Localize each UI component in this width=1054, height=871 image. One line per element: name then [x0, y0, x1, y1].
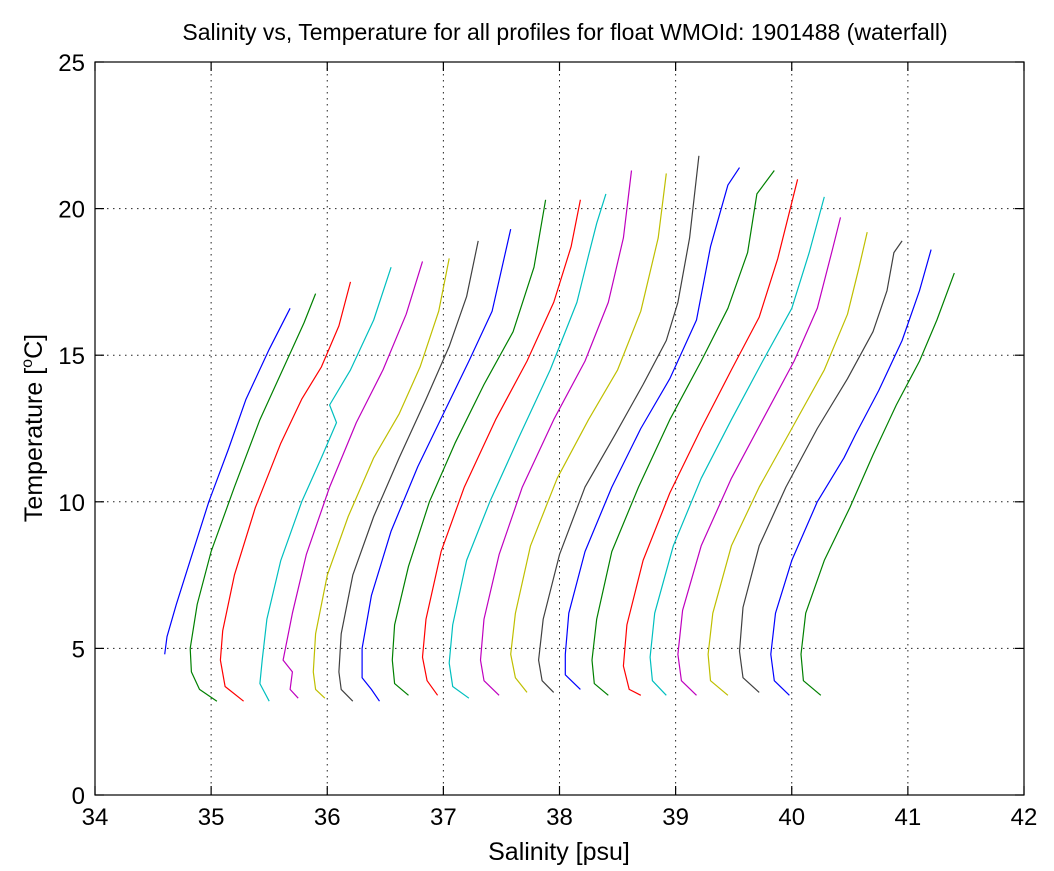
chart-title: Salinity vs, Temperature for all profile… [182, 19, 947, 45]
profile-line-20 [707, 231, 868, 696]
y-tick-label: 0 [72, 783, 85, 810]
profile-line-7 [338, 240, 479, 702]
profile-line-3 [219, 281, 352, 702]
profile-line-19 [677, 217, 842, 696]
profile-line-6 [312, 258, 450, 699]
y-tick-label: 10 [58, 490, 85, 517]
axis-ticks [94, 61, 1025, 796]
y-axis-label-superscript: o [19, 359, 36, 368]
x-tick-label: 39 [662, 804, 689, 831]
profile-line-2 [189, 293, 317, 702]
x-tick-label: 34 [82, 804, 109, 831]
y-tick-label: 5 [72, 636, 85, 663]
x-tick-label: 41 [895, 804, 922, 831]
y-axis-label: Temperature [oC] [19, 334, 48, 522]
profile-line-15 [564, 167, 741, 690]
y-axis-label-main: Temperature [ [20, 368, 48, 522]
profile-line-23 [800, 272, 955, 696]
y-tick-label: 15 [58, 343, 85, 370]
profile-line-8 [361, 228, 512, 702]
profile-line-14 [537, 155, 700, 693]
profile-line-11 [448, 193, 607, 699]
grid-lines [95, 62, 1024, 795]
x-tick-labels: 34 35 36 37 38 39 40 41 42 [82, 804, 1038, 831]
profile-line-21 [738, 240, 903, 693]
profile-line-4 [259, 267, 392, 702]
profile-line-9 [391, 199, 547, 696]
profile-line-13 [510, 173, 667, 693]
profile-line-16 [591, 170, 775, 696]
profile-line-18 [649, 196, 825, 696]
profile-line-22 [770, 249, 932, 696]
y-tick-label: 25 [58, 50, 85, 77]
x-tick-label: 36 [314, 804, 341, 831]
x-tick-label: 38 [546, 804, 573, 831]
y-axis-label-unit: C] [20, 334, 48, 359]
plot-area [164, 155, 955, 702]
profile-line-10 [421, 199, 581, 696]
x-tick-label: 35 [198, 804, 225, 831]
x-tick-label: 37 [430, 804, 457, 831]
x-tick-label: 42 [1011, 804, 1038, 831]
profile-line-5 [282, 261, 424, 699]
profile-line-12 [479, 170, 633, 696]
profile-line-1 [164, 308, 291, 655]
x-axis-label: Salinity [psu] [488, 838, 630, 866]
x-tick-label: 40 [778, 804, 805, 831]
y-tick-labels: 0 5 10 15 20 25 [58, 50, 85, 810]
profile-line-17 [622, 179, 799, 696]
y-tick-label: 20 [58, 197, 85, 224]
